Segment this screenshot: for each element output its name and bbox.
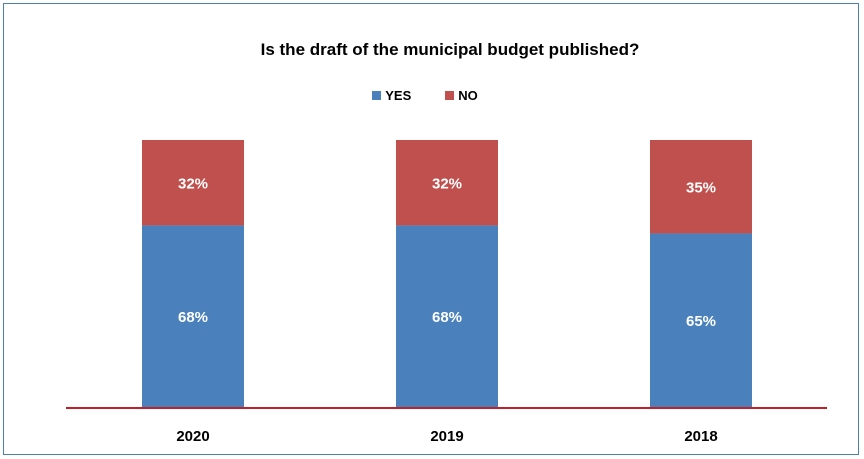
data-label-no-2018: 35% — [686, 180, 716, 197]
chart-title: Is the draft of the municipal budget pub… — [260, 40, 640, 59]
legend-item-yes: YES — [372, 88, 411, 103]
legend-label-no: NO — [458, 88, 478, 103]
data-label-yes-2019: 68% — [432, 309, 462, 326]
bar-yes-2018 — [650, 233, 752, 407]
legend-swatch-yes — [372, 91, 382, 100]
legend-label-yes: YES — [385, 88, 412, 103]
x-tick-label-2020: 2020 — [176, 428, 209, 445]
data-label-yes-2018: 65% — [686, 313, 716, 330]
chart-legend: YES NO — [0, 88, 850, 103]
bar-no-2018 — [650, 140, 752, 234]
legend-item-no: NO — [445, 88, 478, 103]
bar-yes-2020 — [142, 225, 244, 407]
data-label-no-2020: 32% — [178, 176, 208, 193]
data-label-no-2019: 32% — [432, 176, 462, 193]
legend-swatch-no — [445, 91, 455, 100]
x-tick-label-2018: 2018 — [684, 428, 717, 445]
bar-no-2019 — [396, 140, 498, 226]
x-tick-label-2019: 2019 — [430, 428, 463, 445]
bar-no-2020 — [142, 140, 244, 226]
data-label-yes-2020: 68% — [178, 309, 208, 326]
bar-yes-2019 — [396, 225, 498, 407]
